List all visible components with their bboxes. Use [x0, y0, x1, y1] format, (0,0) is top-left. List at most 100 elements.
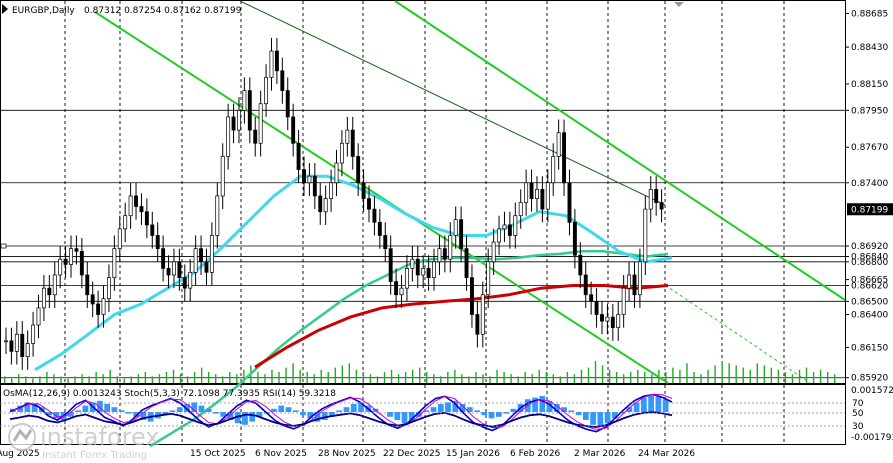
volume-bar — [88, 376, 90, 383]
candle-body — [101, 298, 106, 315]
candle-body — [415, 258, 420, 276]
candle-body — [52, 274, 57, 296]
candle-body — [518, 202, 523, 217]
candle-body — [659, 202, 664, 210]
osma-bar — [662, 399, 669, 412]
volume-bar — [784, 372, 787, 383]
osma-bar — [619, 412, 625, 414]
candle-body — [247, 90, 252, 131]
volume-bar — [299, 369, 301, 383]
volume-bar — [637, 369, 639, 383]
osma-bar — [474, 410, 480, 412]
osma-bar — [68, 412, 74, 417]
shift-marker-icon[interactable] — [674, 2, 684, 7]
volume-bar — [397, 374, 400, 383]
volume-bar — [777, 369, 780, 383]
volume-bar — [791, 374, 794, 383]
osma-bar — [408, 412, 415, 422]
osma-bar — [213, 412, 219, 414]
collapse-arrow-icon[interactable] — [2, 4, 8, 14]
indicator-values: OsMA(12,26,9) 0.0013243 Stoch(5,3,3) 72.… — [3, 389, 336, 399]
volume-bar — [601, 365, 604, 383]
volume-bar — [109, 369, 111, 383]
volume-bar — [538, 369, 540, 383]
channel-line-lower — [94, 11, 669, 384]
candle-body — [404, 268, 409, 289]
volume-bar — [693, 372, 695, 383]
volume-bar — [257, 372, 259, 383]
candle-body — [269, 50, 274, 78]
price-tick-label: 0.87950 — [851, 106, 888, 116]
volume-bar — [411, 369, 414, 383]
volume-bar — [207, 372, 210, 383]
channel-line-upper — [394, 0, 846, 301]
volume-bar — [137, 374, 140, 383]
volume-bar — [622, 374, 625, 383]
volume-bar — [756, 363, 758, 383]
volume-bar — [278, 372, 280, 383]
volume-bar — [770, 367, 773, 383]
volume-bar — [229, 372, 231, 383]
volume-bar — [714, 365, 716, 383]
osma-bar — [329, 412, 335, 417]
volume-bar — [426, 372, 428, 383]
price-bars — [4, 37, 664, 370]
osma-bar — [445, 402, 451, 412]
date-tick-label: 6 Nov 2025 — [255, 449, 307, 459]
volume-bar — [18, 374, 20, 383]
osma-bar — [307, 412, 314, 419]
candle-body — [551, 156, 556, 184]
date-tick-label: 2 Mar 2026 — [574, 449, 626, 459]
volume-bar — [679, 369, 681, 383]
volume-bar — [812, 372, 815, 383]
volume-bar — [144, 372, 147, 383]
candle-body — [204, 261, 209, 273]
volume-bar — [418, 367, 421, 383]
candle-body — [323, 198, 328, 213]
osma-bar — [430, 407, 437, 412]
volume-bar — [496, 369, 498, 383]
volume-bar — [158, 374, 161, 383]
osma-bar — [437, 404, 444, 412]
candle-body — [637, 261, 642, 296]
osma-bar — [655, 396, 662, 412]
candle-body — [578, 254, 583, 276]
candle-body — [242, 90, 247, 111]
osma-bar — [611, 412, 618, 419]
candle-body — [632, 274, 637, 296]
candle-body — [172, 261, 176, 276]
candle-body — [296, 142, 301, 170]
volume-bar — [74, 376, 76, 383]
osma-bar — [553, 404, 560, 412]
date-tick-label: 28 Nov 2025 — [318, 449, 376, 459]
osma-bar — [561, 407, 567, 412]
candle-body — [155, 235, 160, 249]
candle-body — [475, 314, 480, 335]
volume-bar — [292, 363, 294, 383]
candle-body — [535, 189, 539, 199]
candle-body — [280, 70, 285, 91]
volume-bar — [39, 376, 41, 383]
candle-body — [334, 162, 339, 184]
volume-bar — [123, 378, 125, 383]
candle-body — [621, 287, 626, 315]
candle-body — [394, 281, 399, 296]
volume-bar — [236, 374, 238, 383]
date-tick-label: 6 Feb 2026 — [510, 449, 561, 459]
candle-body — [513, 215, 518, 236]
volume-bar — [805, 367, 808, 383]
watermark-brand: instaforex — [40, 423, 160, 451]
date-tick-label: 22 Dec 2025 — [383, 449, 441, 459]
candle-body — [388, 248, 393, 282]
candle-body — [361, 182, 366, 199]
volume-bar — [665, 372, 667, 383]
candle-body — [14, 333, 19, 352]
candle-body — [497, 228, 501, 243]
volume-bar — [313, 374, 315, 383]
price-tick-label: 0.86500 — [851, 297, 888, 307]
candle-body — [616, 314, 621, 329]
volume-bar — [53, 374, 55, 383]
osma-bar — [256, 412, 263, 417]
watermark-logo: instaforex Instant Forex Trading — [8, 423, 160, 461]
candle-body — [253, 129, 258, 144]
